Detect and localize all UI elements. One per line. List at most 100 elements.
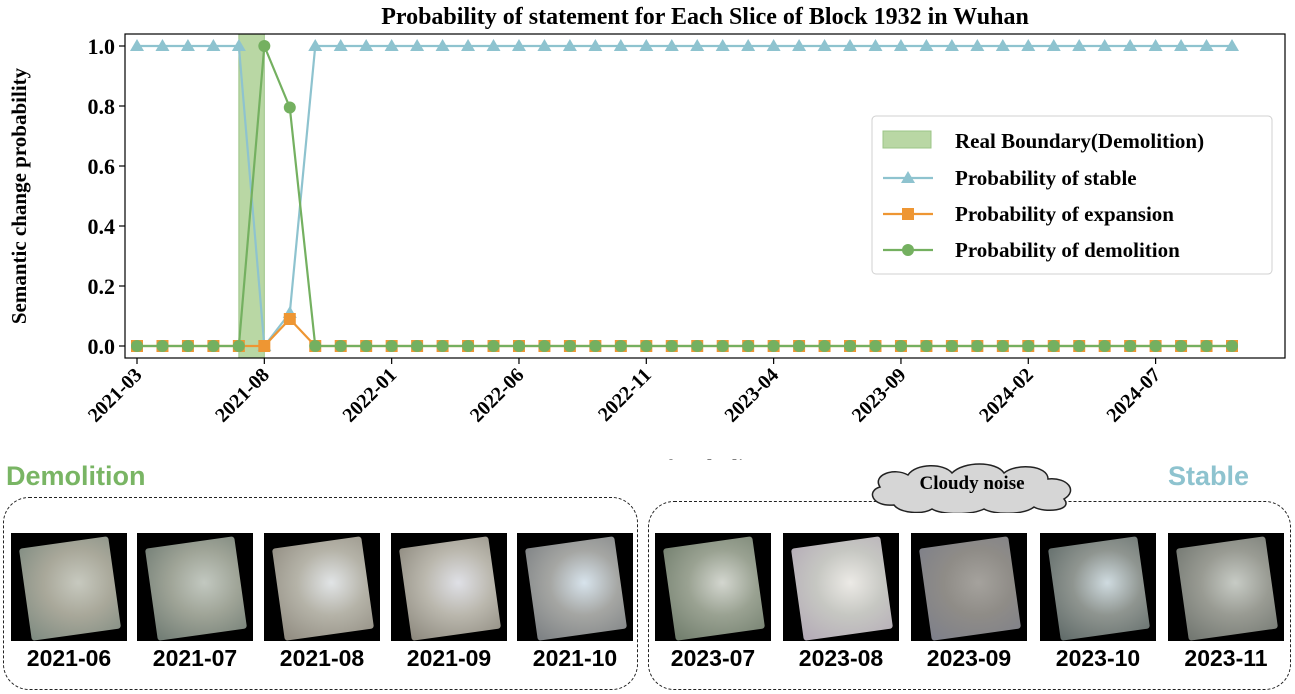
point-demolition <box>945 340 958 352</box>
y-tick-label: 1.0 <box>88 34 116 59</box>
point-demolition <box>131 340 143 352</box>
point-expansion <box>283 313 296 325</box>
stable-label: Stable <box>1168 461 1250 491</box>
legend-box <box>871 115 1273 275</box>
series-line-expansion <box>137 317 1232 348</box>
point-stable <box>893 39 908 51</box>
thumbnail-date-demolition: 2021-07 <box>152 645 238 671</box>
point-stable <box>1148 39 1163 51</box>
x-tick-label: 2021-08 <box>211 364 274 427</box>
point-stable <box>613 39 628 51</box>
thumbnail-demolition <box>391 533 507 641</box>
point-demolition <box>614 340 627 352</box>
point-demolition <box>1226 340 1238 352</box>
point-demolition <box>589 340 602 352</box>
point-demolition <box>691 340 704 352</box>
point-demolition <box>869 340 882 352</box>
point-stable <box>155 39 170 51</box>
thumbnail-demolition <box>11 533 127 641</box>
thumbnail-date-stable: 2023-11 <box>1184 645 1268 671</box>
point-demolition <box>512 340 525 352</box>
series-line-stable <box>137 44 1232 349</box>
point-demolition <box>767 340 780 352</box>
satellite-image <box>918 535 1022 641</box>
point-stable <box>792 39 807 51</box>
point-stable <box>995 39 1010 51</box>
point-stable <box>1097 39 1112 51</box>
point-demolition <box>411 340 424 352</box>
x-tick-label: 2024-02 <box>975 364 1038 427</box>
y-axis-label: Semantic change probability <box>7 67 31 324</box>
x-tick-label: 2023-09 <box>848 364 911 427</box>
point-stable <box>817 39 832 51</box>
point-stable <box>511 39 526 51</box>
point-demolition <box>385 340 398 352</box>
point-demolition <box>360 340 373 352</box>
x-tick-label: 2022-06 <box>466 364 529 427</box>
thumbnail-date-stable: 2023-10 <box>1055 645 1141 671</box>
y-tick-label: 0.0 <box>88 334 116 359</box>
point-demolition <box>283 101 296 114</box>
cloud-label: Cloudy noise <box>919 473 1025 494</box>
point-demolition <box>207 340 220 352</box>
point-demolition <box>181 340 194 352</box>
legend-marker-expansion <box>902 208 914 220</box>
point-stable <box>537 39 552 51</box>
point-stable <box>333 39 348 51</box>
point-stable <box>1046 39 1061 51</box>
point-stable <box>359 39 374 51</box>
point-demolition <box>1022 340 1035 352</box>
point-stable <box>231 39 246 51</box>
satellite-image <box>1047 535 1151 641</box>
point-stable <box>384 39 399 51</box>
satellite-image <box>662 535 766 641</box>
point-demolition <box>996 340 1009 352</box>
legend-label-expansion: Probability of expansion <box>955 202 1174 226</box>
thumbnail-demolition <box>264 533 380 641</box>
point-stable <box>130 39 144 51</box>
point-stable <box>715 39 730 51</box>
demolition-label: Demolition <box>6 461 146 491</box>
point-stable <box>843 39 858 51</box>
legend-label-demolition: Probability of demolition <box>955 238 1180 262</box>
thumbnail-stable <box>1168 533 1284 641</box>
point-demolition <box>971 340 984 352</box>
point-stable <box>944 39 959 51</box>
y-tick-label: 0.2 <box>88 274 116 299</box>
thumbnail-demolition <box>137 533 253 641</box>
satellite-image <box>18 535 122 641</box>
point-demolition <box>156 340 169 352</box>
point-demolition <box>487 340 500 352</box>
legend-swatch-boundary <box>882 130 932 149</box>
thumbnail-demolition <box>517 533 633 641</box>
thumbnail-date-stable: 2023-09 <box>926 645 1012 671</box>
point-demolition <box>1200 340 1213 352</box>
x-tick-label: 2024-07 <box>1102 364 1165 427</box>
point-demolition <box>640 340 653 352</box>
thumbnail-stable <box>783 533 899 641</box>
point-stable <box>1123 39 1138 51</box>
point-stable <box>1021 39 1036 51</box>
point-stable <box>919 39 934 51</box>
satellite-image <box>144 535 248 641</box>
point-demolition <box>538 340 551 352</box>
thumbnail-stable <box>655 533 771 641</box>
point-stable <box>562 39 577 51</box>
point-demolition <box>563 340 576 352</box>
x-tick-label: 2022-11 <box>594 364 656 426</box>
thumbnail-date-stable: 2023-07 <box>670 645 756 671</box>
point-demolition <box>665 340 678 352</box>
point-demolition <box>818 340 831 352</box>
point-stable <box>486 39 501 51</box>
thumbnail-date-demolition: 2021-09 <box>406 645 492 671</box>
satellite-image <box>790 535 894 641</box>
legend-marker-demolition <box>902 244 914 256</box>
satellite-image <box>1175 535 1279 641</box>
point-stable <box>1225 39 1239 51</box>
point-stable <box>1072 39 1087 51</box>
thumbnail-stable <box>911 533 1027 641</box>
chart: Probability of statement for Each Slice … <box>7 4 1286 460</box>
thumbnail-date-demolition: 2021-06 <box>26 645 112 671</box>
point-stable <box>664 39 679 51</box>
plot-frame <box>124 33 1286 359</box>
